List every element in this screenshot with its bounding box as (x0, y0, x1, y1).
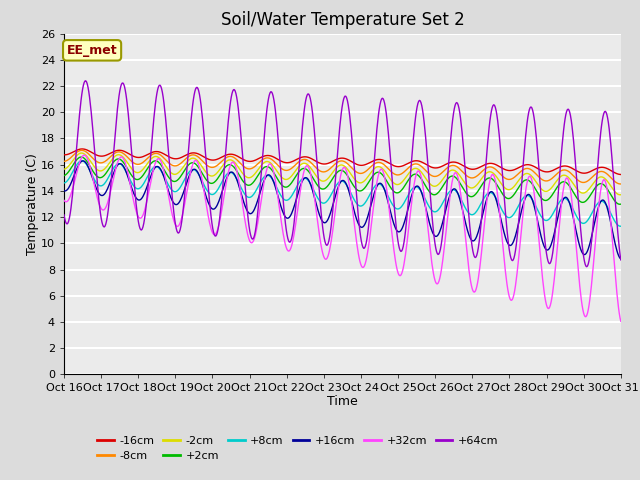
+2cm (128, 173, 136, 179)
+2cm (428, 191, 435, 196)
-2cm (616, 192, 624, 198)
-16cm (214, 156, 222, 162)
-8cm (185, 154, 193, 159)
+32cm (411, 178, 419, 183)
+8cm (214, 186, 222, 192)
Line: -16cm: -16cm (64, 149, 621, 175)
-16cm (128, 153, 136, 158)
-8cm (428, 172, 435, 178)
-2cm (70, 156, 78, 162)
+8cm (78, 158, 86, 164)
+16cm (128, 186, 136, 192)
+16cm (214, 200, 222, 206)
+16cm (185, 174, 193, 180)
+32cm (428, 254, 435, 260)
-8cm (70, 152, 78, 157)
-16cm (617, 172, 625, 178)
-2cm (185, 157, 193, 163)
-16cm (185, 151, 193, 157)
+16cm (60, 188, 68, 194)
+8cm (128, 180, 136, 186)
+2cm (77, 154, 85, 160)
Y-axis label: Temperature (C): Temperature (C) (26, 153, 39, 255)
-2cm (411, 166, 419, 171)
+32cm (60, 197, 68, 203)
+64cm (583, 264, 591, 270)
+16cm (428, 226, 435, 231)
+16cm (70, 173, 78, 179)
-2cm (78, 150, 86, 156)
+64cm (185, 144, 193, 150)
+64cm (214, 226, 222, 232)
-8cm (411, 161, 419, 167)
Line: -2cm: -2cm (64, 153, 621, 195)
-2cm (60, 166, 68, 172)
Text: EE_met: EE_met (67, 44, 117, 57)
+2cm (70, 160, 78, 166)
+2cm (616, 202, 624, 207)
Line: +64cm: +64cm (64, 81, 621, 267)
+2cm (185, 162, 193, 168)
Line: +2cm: +2cm (64, 157, 621, 204)
X-axis label: Time: Time (327, 395, 358, 408)
Line: -8cm: -8cm (64, 150, 621, 184)
Line: +32cm: +32cm (64, 155, 621, 322)
+8cm (411, 184, 419, 190)
+64cm (60, 212, 68, 218)
Line: +16cm: +16cm (64, 161, 621, 259)
+64cm (411, 121, 419, 127)
+8cm (185, 170, 193, 176)
+32cm (70, 180, 78, 186)
+64cm (617, 257, 625, 263)
+64cm (70, 175, 78, 181)
-16cm (70, 149, 78, 155)
-8cm (78, 147, 86, 153)
+16cm (79, 158, 87, 164)
+8cm (617, 223, 625, 229)
+32cm (185, 179, 193, 184)
Line: +8cm: +8cm (64, 161, 621, 226)
-16cm (78, 146, 86, 152)
-2cm (214, 169, 222, 175)
+32cm (617, 319, 625, 324)
-2cm (428, 182, 435, 188)
-16cm (411, 158, 419, 164)
+16cm (411, 185, 419, 191)
+32cm (214, 225, 222, 231)
-8cm (617, 181, 625, 187)
-8cm (128, 159, 136, 165)
+8cm (70, 167, 78, 172)
-2cm (128, 167, 136, 172)
-2cm (617, 192, 625, 198)
+32cm (128, 191, 136, 197)
+2cm (411, 171, 419, 177)
+64cm (128, 156, 136, 162)
+64cm (428, 203, 435, 208)
+8cm (60, 180, 68, 186)
-8cm (214, 162, 222, 168)
+8cm (428, 206, 435, 212)
Legend: -16cm, -8cm, -2cm, +2cm, +8cm, +16cm, +32cm, +64cm: -16cm, -8cm, -2cm, +2cm, +8cm, +16cm, +3… (93, 431, 503, 466)
Title: Soil/Water Temperature Set 2: Soil/Water Temperature Set 2 (221, 11, 464, 29)
+64cm (82, 78, 90, 84)
+2cm (214, 175, 222, 181)
-8cm (60, 158, 68, 164)
+32cm (80, 152, 88, 158)
+2cm (617, 201, 625, 207)
+16cm (617, 256, 625, 262)
+2cm (60, 173, 68, 179)
-16cm (60, 152, 68, 158)
-16cm (428, 164, 435, 170)
